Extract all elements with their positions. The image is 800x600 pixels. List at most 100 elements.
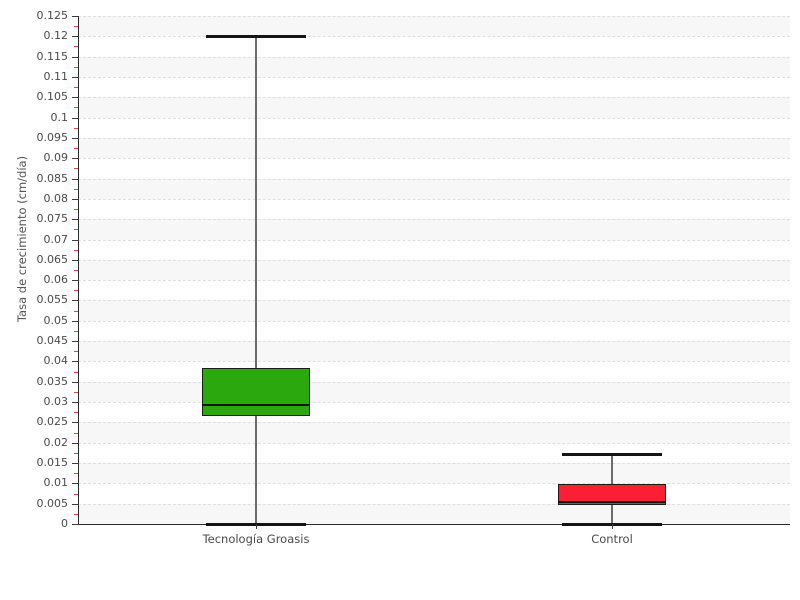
y-axis-title: Tasa de crecimiento (cm/día) — [15, 155, 29, 323]
x-tick — [255, 524, 257, 529]
y-tick-label: 0.08 — [43, 191, 69, 205]
y-tick-minor — [74, 148, 78, 150]
y-tick-minor — [74, 249, 78, 251]
y-tick-label: 0.065 — [36, 252, 69, 266]
y-tick-label: 0.01 — [43, 476, 69, 490]
y-tick-major — [72, 402, 79, 404]
gridline — [78, 36, 790, 38]
plot-area — [78, 16, 790, 525]
gridline — [78, 97, 790, 99]
gridline — [78, 361, 790, 363]
y-tick-label: 0.035 — [36, 374, 69, 388]
y-axis-line — [78, 16, 79, 525]
y-tick-major — [72, 463, 79, 465]
y-tick-label: 0.095 — [36, 130, 69, 144]
grid-band — [78, 381, 790, 403]
y-tick-major — [72, 503, 79, 505]
y-tick-minor — [74, 452, 78, 454]
gridline — [78, 280, 790, 282]
grid-band — [78, 341, 790, 362]
box-iqr[interactable] — [202, 367, 310, 417]
y-tick-major — [72, 76, 79, 78]
y-tick-major — [72, 219, 79, 221]
y-tick-label: 0.055 — [36, 293, 69, 307]
gridline — [78, 239, 790, 241]
grid-band — [78, 503, 790, 524]
gridline — [78, 483, 790, 485]
y-tick-minor — [74, 432, 78, 434]
y-tick-major — [72, 36, 79, 38]
whisker-cap-upper — [206, 34, 306, 38]
gridline — [78, 402, 790, 404]
gridline — [78, 320, 790, 322]
grid-band — [78, 178, 790, 199]
y-tick-major — [72, 361, 79, 363]
y-tick-minor — [74, 209, 78, 211]
grid-band — [78, 463, 790, 484]
y-tick-minor — [74, 127, 78, 129]
y-tick-minor — [74, 107, 78, 109]
y-tick-minor — [74, 493, 78, 495]
gridline — [78, 137, 790, 139]
y-tick-label: 0.06 — [43, 273, 69, 287]
y-tick-label: 0.005 — [36, 496, 69, 510]
y-tick-major — [72, 178, 79, 180]
y-tick-label: 0.045 — [36, 334, 69, 348]
y-tick-major — [72, 381, 79, 383]
gridline — [78, 422, 790, 424]
median-line — [202, 403, 310, 406]
y-tick-minor — [74, 270, 78, 271]
x-tick-label: Control — [591, 532, 633, 546]
y-tick-label: 0.07 — [43, 232, 69, 246]
y-tick-label: 0.125 — [36, 9, 69, 22]
y-tick-minor — [74, 46, 78, 48]
gridline — [78, 117, 790, 119]
gridline — [78, 178, 790, 180]
y-tick-major — [72, 137, 79, 139]
x-axis-line — [78, 524, 790, 525]
y-tick-minor — [74, 391, 78, 393]
y-tick-label: 0.09 — [43, 151, 69, 165]
gridline — [78, 503, 790, 505]
grid-band — [78, 16, 790, 37]
grid-band — [78, 219, 790, 240]
y-tick-label: 0.04 — [43, 354, 69, 368]
y-tick-label: 0.015 — [36, 456, 69, 470]
y-tick-minor — [74, 229, 78, 231]
y-tick-label: 0.03 — [43, 395, 69, 409]
gridline — [78, 198, 790, 200]
y-tick-major — [72, 300, 79, 302]
y-tick-label: 0.1 — [50, 110, 69, 124]
y-tick-minor — [74, 371, 78, 373]
x-tick-label: Tecnología Groasis — [202, 532, 310, 546]
y-tick-label: 0.105 — [36, 90, 69, 104]
gridline — [78, 300, 790, 302]
y-tick-minor — [74, 87, 78, 89]
y-tick-major — [72, 158, 79, 160]
y-tick-major — [72, 524, 79, 525]
y-tick-major — [72, 239, 79, 241]
y-tick-minor — [74, 330, 78, 332]
y-tick-major — [72, 341, 79, 343]
y-tick-label: 0.115 — [36, 49, 69, 63]
median-line — [558, 501, 666, 504]
gridline — [78, 158, 790, 160]
whisker-line — [255, 36, 257, 524]
y-tick-label: 0.075 — [36, 212, 69, 226]
y-tick-minor — [74, 290, 78, 292]
y-tick-minor — [74, 473, 78, 475]
grid-band — [78, 137, 790, 159]
box-iqr[interactable] — [558, 483, 666, 505]
gridline — [78, 16, 790, 17]
y-tick-minor — [74, 26, 78, 28]
grid-band — [78, 422, 790, 443]
y-tick-label: 0.025 — [36, 415, 69, 429]
y-tick-minor — [74, 188, 78, 190]
y-tick-major — [72, 422, 79, 424]
y-tick-major — [72, 320, 79, 322]
gridline — [78, 56, 790, 58]
whisker-cap-upper — [562, 453, 662, 457]
gridline — [78, 442, 790, 444]
y-tick-major — [72, 198, 79, 200]
